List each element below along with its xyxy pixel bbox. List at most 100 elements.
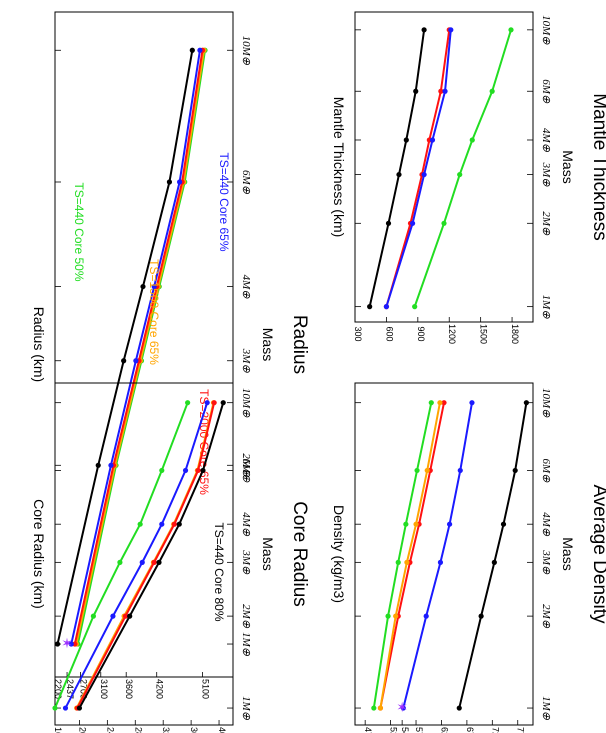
mantle-value-tick-label: 1800 (510, 324, 520, 344)
density-panel: 1M⊕ 2M⊕ 3M⊕ 4M⊕ 6M⊕ 10M⊕ 4700 52005427 5700 6200 6… (331, 382, 606, 733)
radius-series-annotation: TS=440 Core 80% (212, 522, 226, 621)
density-data-point (428, 400, 434, 406)
mantle-value-tick-label: 300 (353, 326, 363, 341)
core-data-point (176, 521, 182, 527)
core-data-point (110, 613, 116, 619)
density-value-tick-label: 6700 (465, 727, 475, 733)
radius-data-point (95, 462, 101, 468)
radius-data-point (72, 641, 78, 647)
mantle-title: Mantle Thickness (589, 93, 606, 241)
core-series-line (64, 402, 209, 709)
density-data-point (385, 613, 391, 619)
density-data-point (413, 521, 419, 527)
core-data-point (139, 559, 145, 565)
density-series-line (402, 402, 473, 709)
core-data-point (204, 400, 210, 406)
mantle-value-tick-label: 600 (384, 326, 394, 341)
radius-series-annotation: TS=1500 Core 65% (147, 259, 161, 365)
core-plot-frame (54, 382, 234, 726)
mantle-series-line (385, 29, 451, 307)
core-title: Core Radius (289, 501, 310, 607)
mantle-x-axis-label: Mass (560, 150, 576, 183)
radius-value-tick-label: 4200 (155, 679, 165, 699)
radius-series-line (75, 50, 205, 645)
mantle-mass-tick-label: 3M⊕ (540, 162, 552, 188)
core-y-axis-label: Core Radius (km) (31, 499, 47, 609)
core-data-point (220, 400, 226, 406)
core-mass-tick-label: 6M⊕ (240, 458, 252, 483)
radius-value-tick-label: 3100 (99, 679, 109, 699)
mantle-data-point (441, 220, 447, 226)
radius-data-point (177, 179, 183, 185)
mantle-data-point (409, 220, 416, 226)
core-mass-tick-label: 10M⊕ (240, 388, 252, 418)
density-value-tick-label: 6200 (439, 727, 449, 733)
radius-value-tick-label: 2437 (65, 679, 75, 699)
mantle-series-line (413, 29, 512, 307)
density-mass-tick-label: 3M⊕ (540, 549, 552, 575)
radius-value-tick-label: 3600 (124, 679, 134, 699)
mantle-data-point (438, 88, 444, 94)
mantle-data-point (508, 27, 514, 33)
density-series-line (379, 402, 441, 709)
mantle-mass-tick-label: 4M⊕ (540, 128, 552, 153)
radius-mass-tick-label: 6M⊕ (240, 170, 252, 195)
density-star-marker: ✶ (396, 700, 408, 716)
radius-data-point (68, 641, 74, 647)
core-data-point (62, 705, 69, 711)
mantle-value-tick-label: 1500 (479, 324, 489, 344)
core-series-line (54, 402, 189, 709)
density-mass-tick-label: 1M⊕ (540, 696, 552, 721)
radius-star-marker: ✶ (61, 636, 73, 652)
core-data-point (151, 559, 157, 565)
density-data-point (371, 705, 377, 711)
radius-series-line (73, 50, 204, 645)
radius-mass-tick-label: 2M⊕ (240, 453, 252, 478)
radius-title: Radius (289, 315, 310, 374)
core-series-line (76, 402, 216, 709)
mantle-mass-tick-label: 10M⊕ (540, 15, 552, 45)
density-data-point (457, 467, 463, 474)
radius-series-line (70, 50, 201, 645)
density-data-point (377, 705, 384, 711)
radius-data-point (140, 283, 146, 290)
mantle-data-point (489, 88, 495, 94)
density-data-point (437, 559, 444, 565)
mantle-data-point (367, 304, 373, 310)
density-data-point (441, 400, 447, 406)
density-data-point (469, 400, 475, 406)
radius-data-point (197, 47, 203, 53)
density-plot-frame (354, 382, 534, 726)
core-data-point (200, 467, 206, 474)
core-data-point (159, 467, 165, 474)
core-data-point (159, 521, 165, 527)
mantle-y-axis-label: Mantle Thickness (km) (331, 97, 347, 238)
density-data-point (400, 705, 406, 711)
density-series-line (458, 402, 528, 709)
mantle-mass-tick-label: 2M⊕ (540, 211, 552, 236)
radius-data-point (133, 358, 139, 364)
radius-mass-tick-label: 3M⊕ (240, 348, 252, 374)
mantle-data-point (383, 304, 390, 310)
mantle-mass-tick-label: 1M⊕ (540, 295, 552, 320)
mantle-data-point (469, 137, 475, 143)
density-mass-tick-label: 10M⊕ (540, 388, 552, 418)
mantle-series-line (368, 29, 426, 307)
density-mass-tick-label: 2M⊕ (540, 604, 552, 629)
density-data-point (446, 521, 453, 527)
radius-mass-tick-label: 10M⊕ (240, 36, 252, 66)
density-data-point (414, 467, 420, 474)
density-value-tick-label: 5700 (414, 727, 424, 733)
mantle-data-point (442, 88, 448, 94)
core-series-line (78, 402, 225, 709)
density-data-point (523, 400, 529, 406)
density-value-tick-label: 7200 (490, 727, 500, 733)
radius-data-point (121, 358, 127, 364)
mantle-data-point (429, 137, 436, 143)
density-value-tick-label: 5200 (389, 727, 399, 733)
density-data-point (424, 467, 430, 474)
mantle-data-point (448, 27, 454, 33)
mantle-data-point (413, 88, 419, 94)
core-data-point (171, 521, 177, 527)
